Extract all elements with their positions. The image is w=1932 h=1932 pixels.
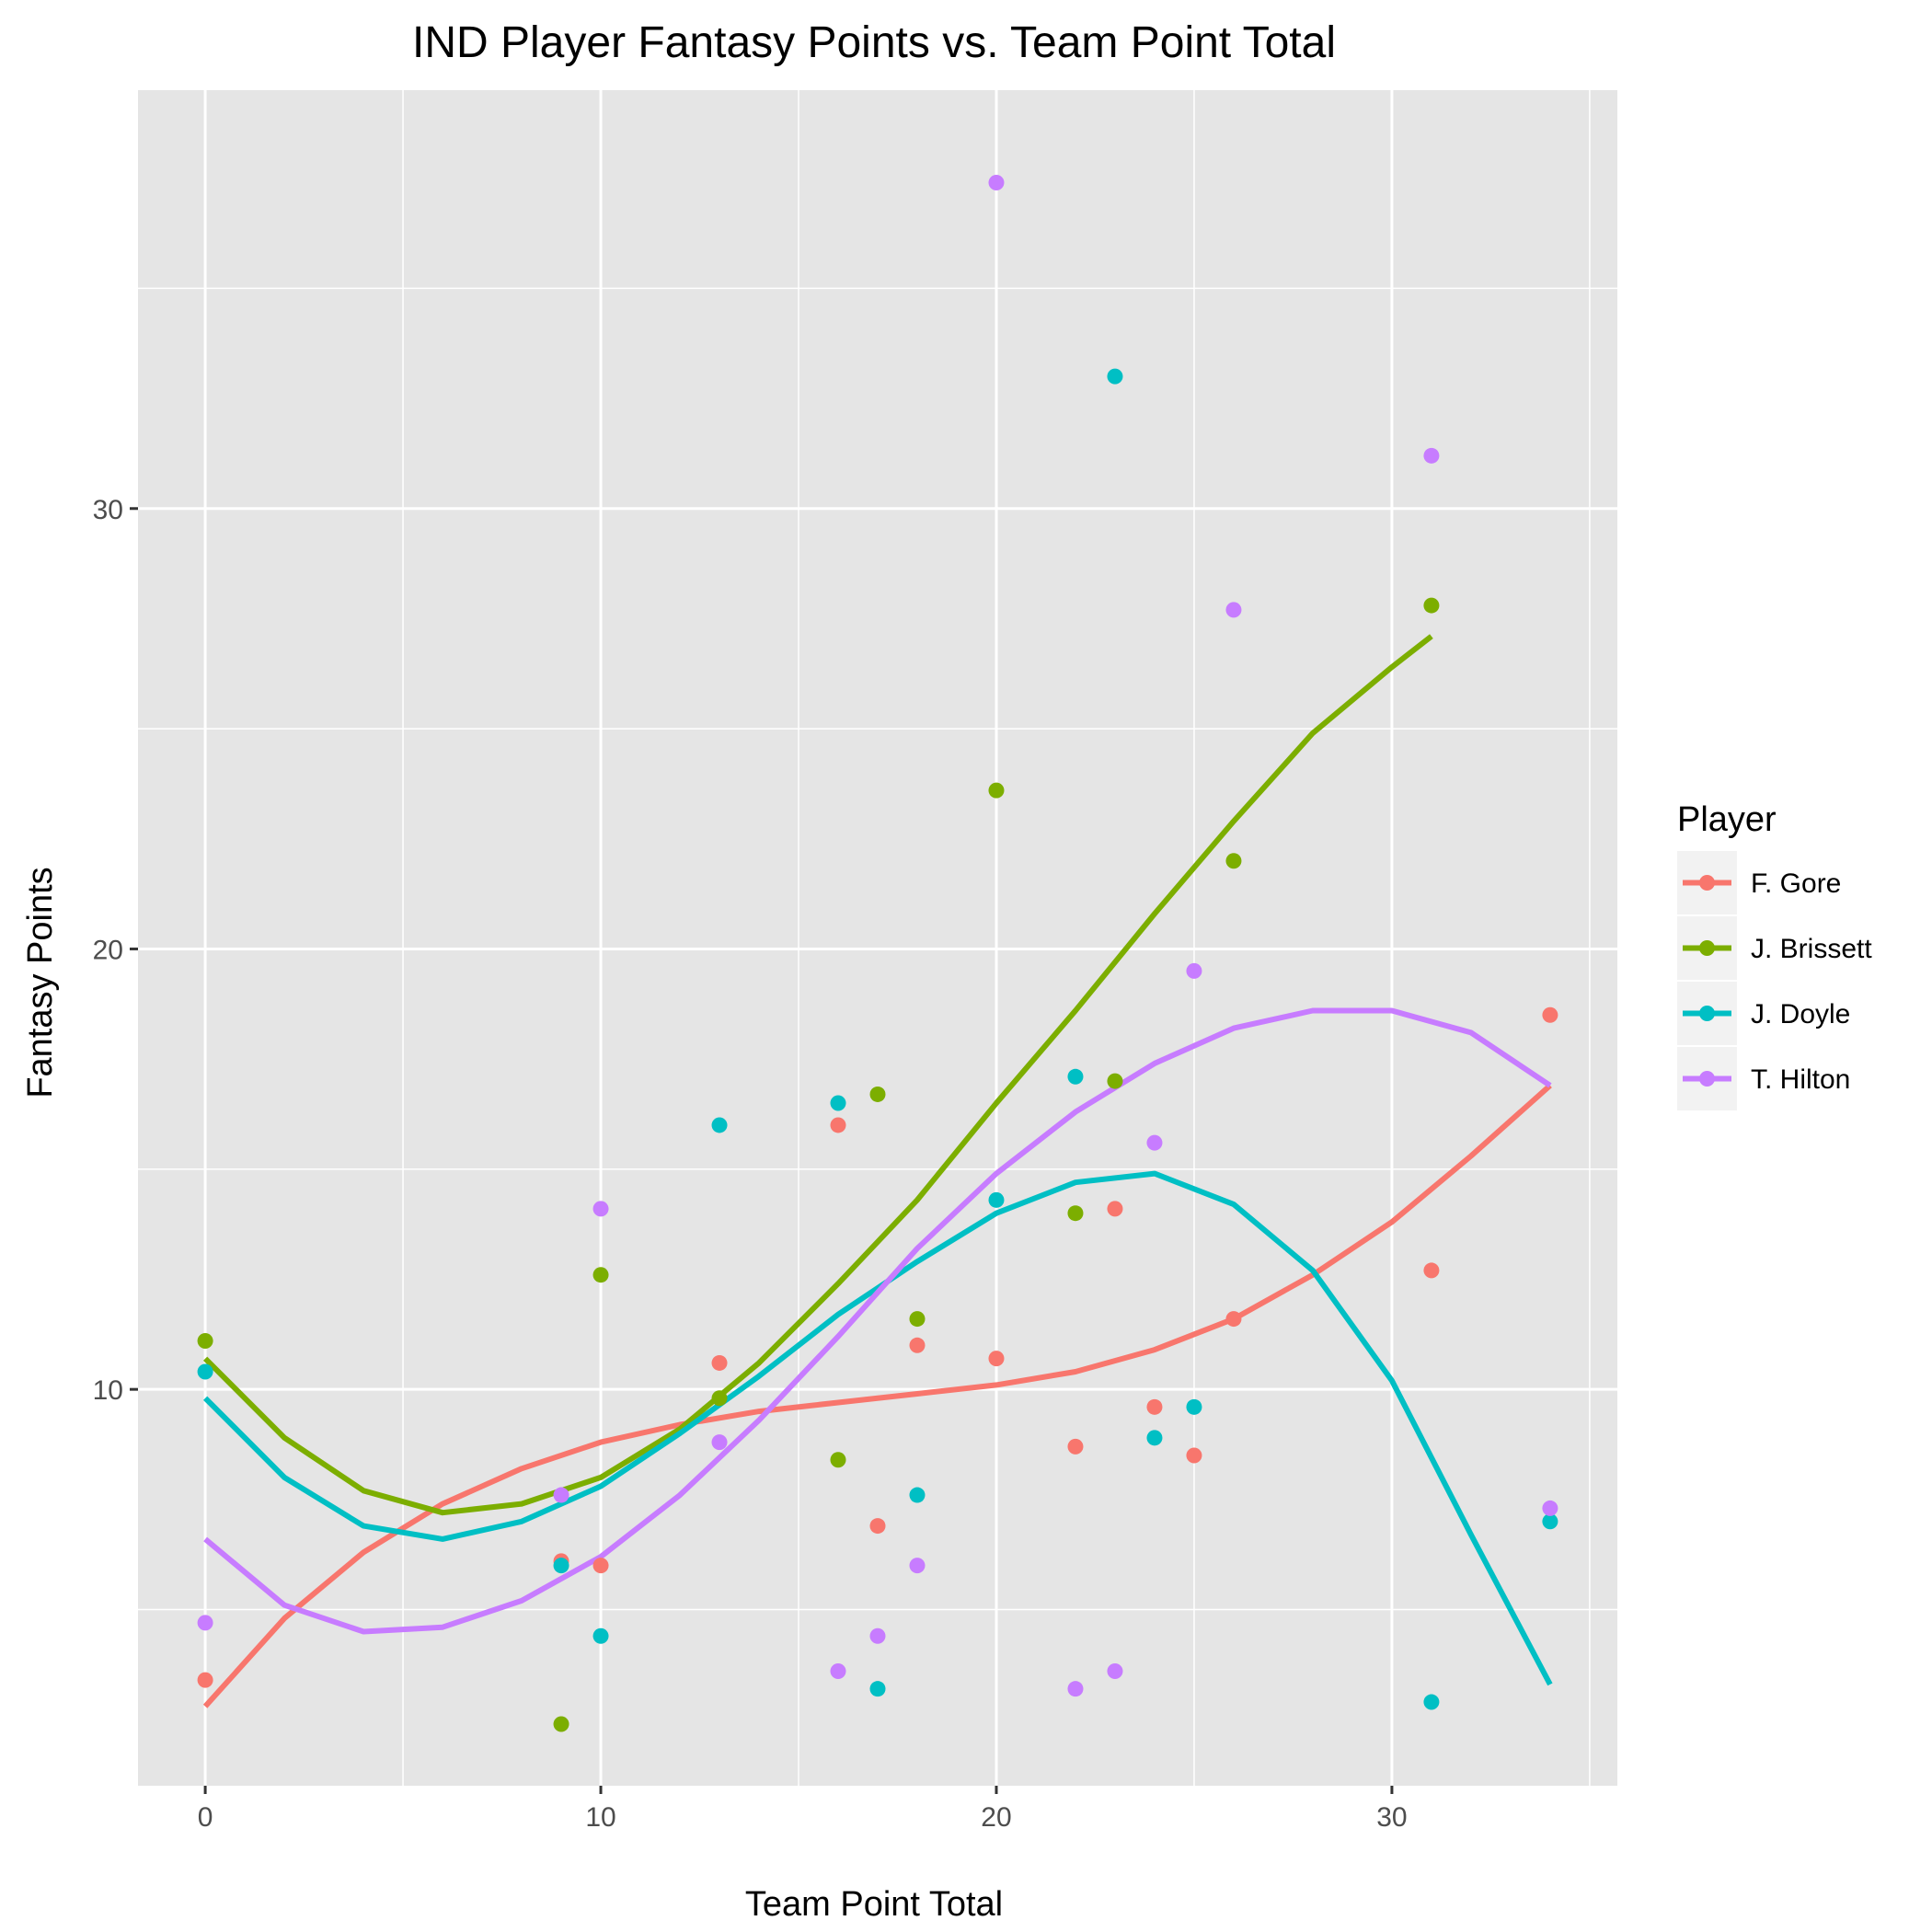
x-tick-label: 30 [1376,1802,1407,1833]
data-point [1186,962,1202,979]
y-axis-title: Fantasy Points [21,867,60,1098]
data-point [869,1086,886,1102]
x-axis-title: Team Point Total [745,1885,1003,1924]
legend-label: F. Gore [1751,868,1841,899]
data-point [1146,1398,1163,1415]
data-point [869,1681,886,1697]
y-tick-label: 10 [93,1375,123,1406]
fit-line [202,1083,1552,1708]
data-point [909,1311,926,1328]
data-point [1067,1205,1084,1222]
data-point [1146,1134,1163,1151]
data-point [1186,1447,1202,1464]
data-points [197,175,1558,1732]
data-point [1423,1694,1440,1710]
data-point [197,1615,213,1631]
data-point [592,1201,609,1217]
data-point [1542,1500,1558,1516]
y-axis-ticks: 10 20 30 [93,495,138,1406]
y-tick-label: 20 [93,935,123,965]
x-axis-ticks: 0 10 20 30 [198,1786,1408,1833]
data-point [1186,1398,1202,1415]
grid-major [138,90,1617,1786]
legend-label: J. Doyle [1751,999,1850,1029]
data-point [197,1672,213,1688]
x-tick-label: 20 [981,1802,1011,1833]
legend-label: J. Brissett [1751,934,1872,964]
data-point [1146,1430,1163,1446]
legend-key-point [1699,1071,1715,1087]
data-point [1542,1006,1558,1023]
data-point [830,1095,846,1111]
x-tick-label: 10 [585,1802,615,1833]
fit-line [202,1170,1553,1686]
data-point [592,1558,609,1574]
data-point [1225,853,1242,869]
data-point [553,1716,569,1732]
data-point [909,1558,926,1574]
legend-key-point [1699,1006,1715,1021]
data-point [592,1267,609,1283]
fit-lines [202,634,1553,1708]
data-point [1225,602,1242,618]
data-point [553,1558,569,1574]
data-point [830,1452,846,1468]
data-point [869,1627,886,1644]
data-point [553,1487,569,1503]
data-point [1423,447,1440,464]
data-point [1542,1513,1558,1530]
grid-minor [138,90,1617,1786]
data-point [1423,597,1440,614]
data-point [711,1390,728,1407]
chart-title: IND Player Fantasy Points vs. Team Point… [412,18,1336,67]
fit-line [202,634,1433,1516]
plot-panel [138,90,1617,1786]
data-point [1423,1262,1440,1279]
data-point [909,1337,926,1353]
legend-key-point [1699,875,1715,891]
data-point [711,1434,728,1451]
data-point [909,1487,926,1503]
data-point [988,1191,1005,1208]
data-point [1107,1201,1123,1217]
fit-line [203,1007,1552,1635]
data-point [1067,1068,1084,1085]
x-tick-label: 0 [198,1802,213,1833]
data-point [830,1663,846,1680]
data-point [1107,368,1123,385]
data-point [1107,1073,1123,1089]
data-point [1225,1311,1242,1328]
data-point [830,1117,846,1133]
legend-title: Player [1677,800,1777,839]
data-point [869,1518,886,1535]
data-point [197,1333,213,1350]
legend-key-point [1699,940,1715,956]
data-point [711,1117,728,1133]
data-point [988,1351,1005,1367]
data-point [988,782,1005,799]
legend: Player F. Gore J. Brissett J. Doyle T. Hilt… [1677,800,1872,1110]
data-point [592,1627,609,1644]
data-point [711,1354,728,1371]
data-point [1067,1681,1084,1697]
data-point [1107,1663,1123,1680]
legend-label: T. Hilton [1751,1064,1850,1095]
data-point [988,175,1005,191]
data-point [197,1363,213,1380]
data-point [1067,1438,1084,1455]
y-tick-label: 30 [93,495,123,525]
